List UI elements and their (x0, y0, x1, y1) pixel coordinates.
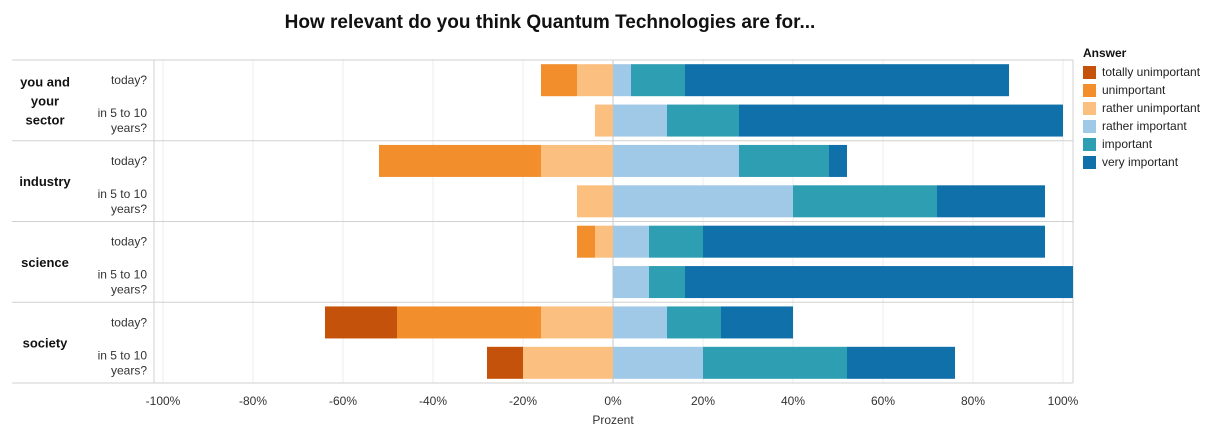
legend-item: unimportant (1083, 81, 1200, 99)
x-tick-label: -60% (329, 394, 357, 408)
x-tick-label: 20% (691, 394, 715, 408)
bar-rather-important (613, 225, 649, 258)
legend-swatch (1083, 119, 1096, 133)
bar-important (649, 266, 685, 299)
bar-rather-important (613, 144, 739, 177)
bar-unimportant (397, 306, 541, 339)
legend-item: rather important (1083, 117, 1200, 135)
legend-swatch (1083, 137, 1096, 151)
bar-important (667, 104, 739, 137)
legend-label: unimportant (1102, 83, 1166, 97)
bar-unimportant (577, 225, 595, 258)
bar-very-important (685, 266, 1073, 299)
legend-item: rather unimportant (1083, 99, 1200, 117)
bar-important (649, 225, 703, 258)
bar-rather-unimportant (541, 144, 613, 177)
bar-important (703, 346, 847, 379)
bar-very-important (937, 185, 1045, 218)
row-label: in 5 to 10 years? (98, 106, 148, 135)
bar-very-important (721, 306, 793, 339)
bar-rather-unimportant (577, 185, 613, 218)
x-tick-label: 0% (604, 394, 622, 408)
legend-label: very important (1102, 155, 1179, 169)
row-label: in 5 to 10 years? (98, 348, 148, 377)
bar-totally-unimportant (325, 306, 397, 339)
x-tick-label: 80% (961, 394, 985, 408)
group-label: society (23, 336, 69, 351)
bar-rather-unimportant (541, 306, 613, 339)
bar-unimportant (379, 144, 541, 177)
group-label: you and your sector (20, 74, 70, 127)
legend-label: rather unimportant (1102, 101, 1201, 115)
x-tick-label: 40% (781, 394, 805, 408)
x-tick-label: 100% (1048, 394, 1079, 408)
legend: Answer totally unimportant unimportant rat… (1083, 46, 1200, 171)
legend-item: important (1083, 135, 1200, 153)
legend-title: Answer (1083, 46, 1127, 60)
bar-rather-important (613, 104, 667, 137)
bar-rather-important (613, 346, 703, 379)
legend-label: rather important (1102, 119, 1187, 133)
bar-totally-unimportant (487, 346, 523, 379)
bar-rather-unimportant (523, 346, 613, 379)
row-label: today? (111, 154, 147, 168)
row-label: in 5 to 10 years? (98, 268, 148, 297)
row-label: today? (111, 315, 147, 329)
legend-item: very important (1083, 153, 1200, 171)
legend-swatch (1083, 65, 1096, 79)
bar-rather-unimportant (595, 104, 613, 137)
bar-very-important (829, 144, 847, 177)
group-label: science (21, 255, 69, 270)
legend-item: totally unimportant (1083, 63, 1200, 81)
legend-swatch (1083, 83, 1096, 97)
bar-rather-important (613, 64, 631, 97)
bar-very-important (703, 225, 1045, 258)
x-tick-label: -20% (509, 394, 537, 408)
row-label: today? (111, 235, 147, 249)
x-tick-label: -80% (239, 394, 267, 408)
x-tick-label: -100% (146, 394, 181, 408)
x-axis-label: Prozent (592, 413, 634, 427)
bar-important (739, 144, 829, 177)
bar-very-important (847, 346, 955, 379)
bar-very-important (685, 64, 1009, 97)
bar-important (793, 185, 937, 218)
bar-important (667, 306, 721, 339)
row-label: in 5 to 10 years? (98, 187, 148, 216)
x-tick-label: -40% (419, 394, 447, 408)
bar-very-important (739, 104, 1063, 137)
legend-swatch (1083, 155, 1096, 169)
bar-rather-important (613, 266, 649, 299)
bar-unimportant (541, 64, 577, 97)
bar-rather-important (613, 185, 793, 218)
row-label: today? (111, 73, 147, 87)
bar-important (631, 64, 685, 97)
legend-swatch (1083, 101, 1096, 115)
group-label: industry (19, 174, 71, 189)
bar-rather-important (613, 306, 667, 339)
bar-rather-unimportant (577, 64, 613, 97)
legend-label: totally unimportant (1102, 65, 1201, 79)
chart-title: How relevant do you think Quantum Techno… (284, 12, 816, 33)
x-tick-label: 60% (871, 394, 895, 408)
legend-label: important (1102, 137, 1153, 151)
bar-rather-unimportant (595, 225, 613, 258)
